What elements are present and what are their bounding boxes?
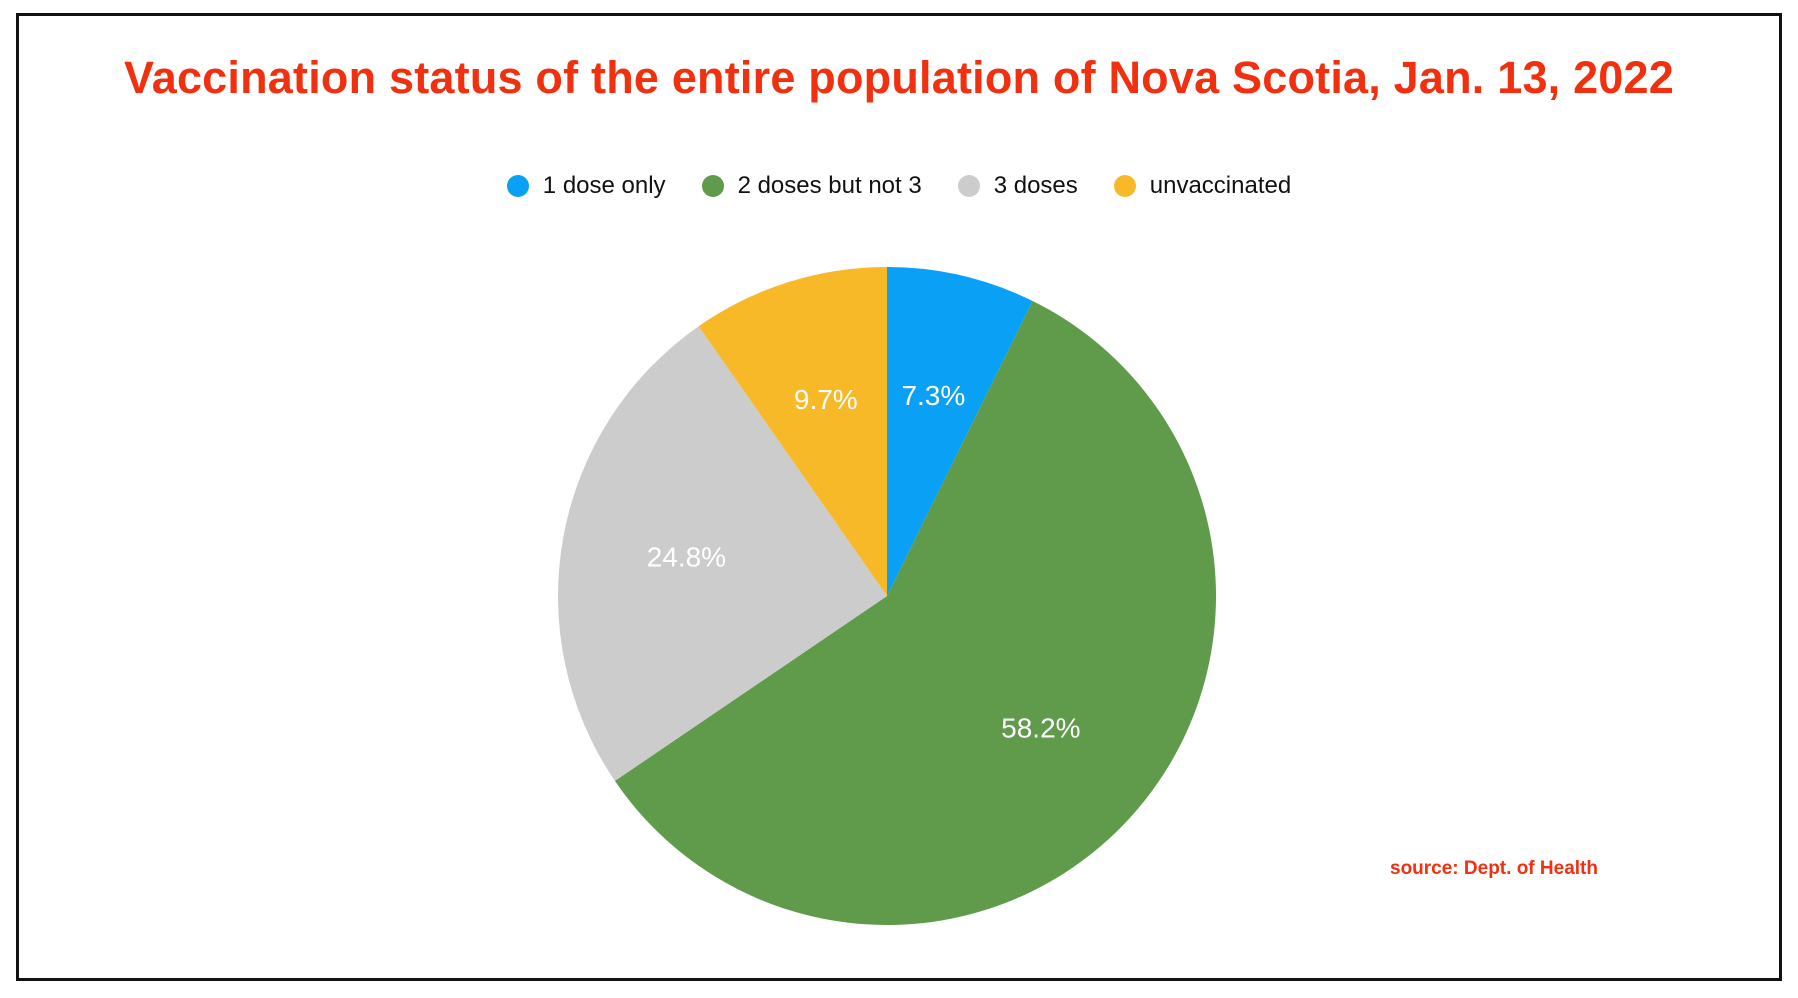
pie-slice-2-doses-but-not-3	[614, 301, 1216, 925]
legend-swatch-1-dose-only	[506, 175, 529, 197]
pie-label-1-dose-only: 7.3%	[901, 380, 965, 411]
legend-swatch-unvaccinated	[1113, 175, 1136, 197]
legend-item-2-doses-but-not-3: 2 doses but not 3	[701, 172, 922, 200]
pie-slice-1-dose-only	[887, 267, 1033, 596]
legend: 1 dose only 2 doses but not 3 3 doses un…	[0, 172, 1798, 200]
legend-swatch-2-doses-but-not-3	[701, 175, 724, 197]
pie-slice-unvaccinated	[698, 267, 887, 596]
chart-title: Vaccination status of the entire populat…	[124, 52, 1674, 103]
source-note: source: Dept. of Health	[1390, 858, 1598, 879]
legend-item-1-dose-only: 1 dose only	[506, 172, 666, 200]
pie-label-3-doses: 24.8%	[647, 541, 726, 572]
legend-label-1-dose-only: 1 dose only	[542, 172, 666, 199]
pie-label-unvaccinated: 9.7%	[794, 384, 858, 415]
legend-item-3-doses: 3 doses	[957, 172, 1078, 200]
pie-label-2-doses-but-not-3: 58.2%	[1001, 712, 1080, 743]
legend-swatch-3-doses	[957, 175, 980, 197]
legend-label-2-doses-but-not-3: 2 doses but not 3	[737, 172, 922, 199]
legend-label-unvaccinated: unvaccinated	[1149, 172, 1292, 199]
legend-label-3-doses: 3 doses	[993, 172, 1078, 199]
legend-item-unvaccinated: unvaccinated	[1113, 172, 1292, 200]
pie-slice-3-doses	[557, 326, 887, 781]
